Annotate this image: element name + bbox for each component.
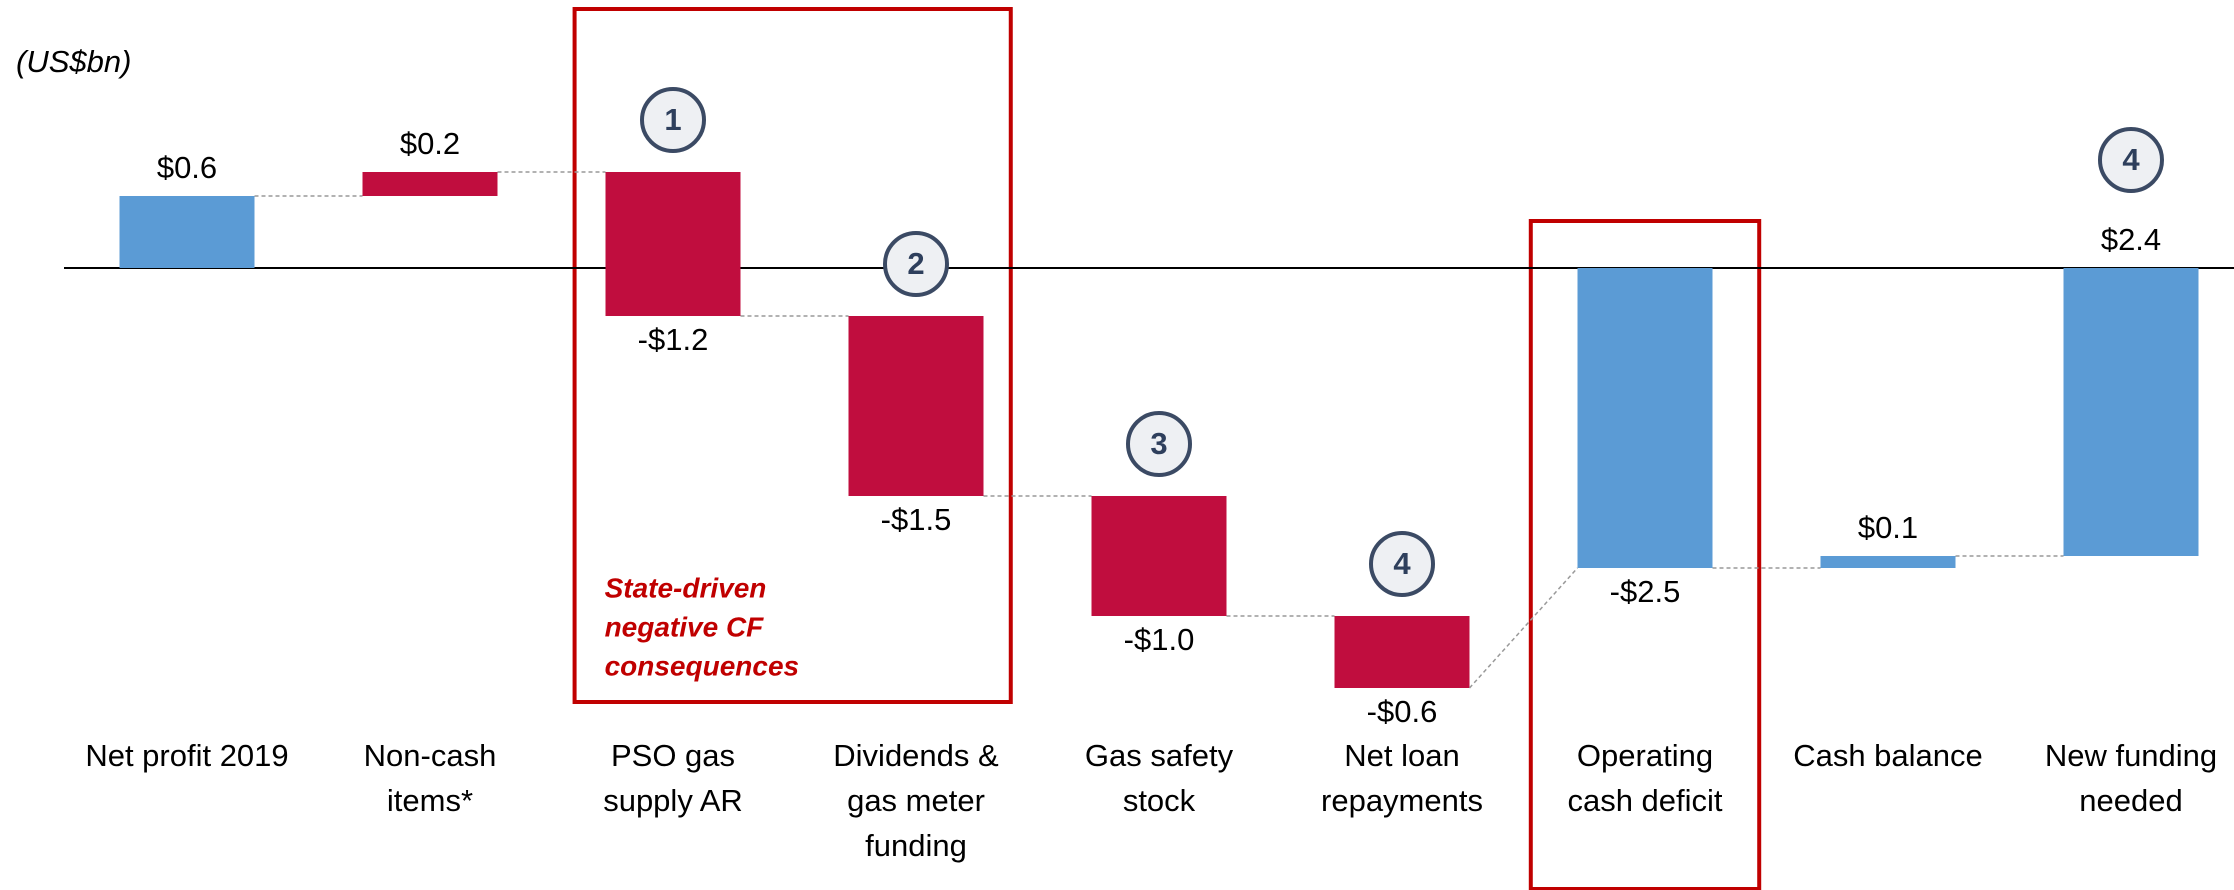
marker-circle bbox=[1369, 531, 1435, 597]
marker-circle bbox=[1126, 411, 1192, 477]
marker-label: 1 bbox=[664, 102, 681, 137]
value-label: $0.2 bbox=[400, 126, 460, 161]
marker-circle bbox=[640, 87, 706, 153]
bar bbox=[2063, 268, 2199, 556]
highlight-box bbox=[572, 7, 1013, 704]
value-label: $0.1 bbox=[1858, 510, 1918, 545]
connector bbox=[1468, 567, 1579, 689]
bar bbox=[1820, 556, 1956, 568]
value-label: $2.4 bbox=[2101, 222, 2161, 257]
value-label: -$0.6 bbox=[1367, 694, 1438, 729]
highlight-box bbox=[1528, 219, 1762, 890]
bar bbox=[1334, 616, 1470, 688]
category-label: Operating cash deficit bbox=[1567, 738, 1723, 818]
marker-circle bbox=[883, 231, 949, 297]
value-label: -$1.0 bbox=[1124, 622, 1195, 657]
value-label: $0.6 bbox=[157, 150, 217, 185]
unit-label: (US$bn) bbox=[16, 44, 132, 79]
marker-circle bbox=[2098, 127, 2164, 193]
highlight-text: State-driven bbox=[605, 572, 767, 603]
bar bbox=[605, 172, 741, 316]
value-label: -$1.2 bbox=[638, 322, 709, 357]
marker-label: 2 bbox=[907, 246, 924, 281]
bar bbox=[1091, 496, 1227, 616]
category-label: Non-cash items* bbox=[363, 738, 497, 818]
marker-label: 4 bbox=[2122, 142, 2140, 177]
marker-label: 4 bbox=[1393, 546, 1411, 581]
highlight-text: consequences bbox=[605, 650, 800, 681]
category-label: Dividends & gas meter funding bbox=[833, 738, 999, 863]
bar bbox=[119, 196, 255, 268]
category-label: Net profit 2019 bbox=[85, 738, 289, 773]
value-label: -$1.5 bbox=[881, 502, 952, 537]
highlight-text: negative CF bbox=[605, 611, 765, 642]
value-label: -$2.5 bbox=[1610, 574, 1681, 609]
category-label: Cash balance bbox=[1793, 738, 1983, 773]
category-label: New funding needed bbox=[2044, 738, 2218, 818]
marker-label: 3 bbox=[1150, 426, 1167, 461]
category-label: Gas safety stock bbox=[1084, 738, 1234, 818]
bar bbox=[362, 172, 498, 196]
bar bbox=[1577, 268, 1713, 568]
bar bbox=[848, 316, 984, 496]
category-label: PSO gas supply AR bbox=[603, 738, 743, 818]
category-label: Net loan repayments bbox=[1321, 738, 1483, 818]
